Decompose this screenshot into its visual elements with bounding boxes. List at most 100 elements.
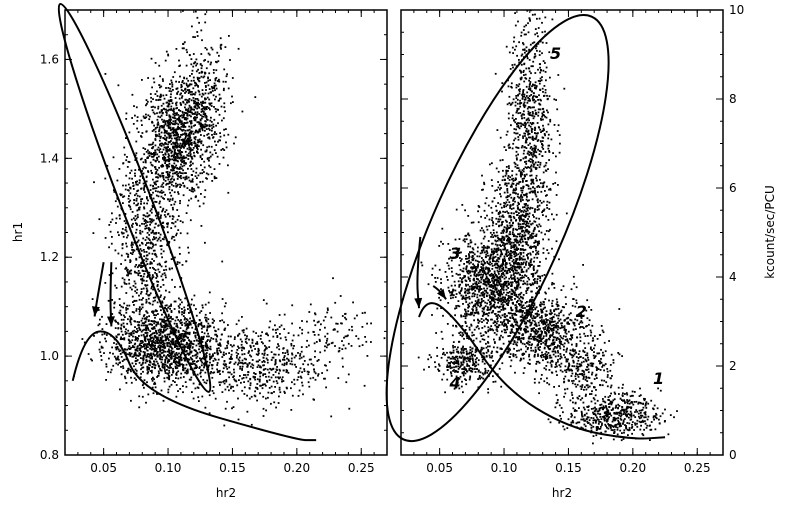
data-point <box>155 273 158 275</box>
data-point <box>185 82 188 85</box>
data-point <box>133 377 136 380</box>
data-point <box>180 151 182 154</box>
data-point <box>314 324 317 327</box>
data-point <box>207 127 210 130</box>
data-point <box>314 312 316 315</box>
data-point <box>150 163 153 166</box>
data-point <box>319 328 321 331</box>
data-point <box>544 16 547 19</box>
data-point <box>192 99 195 102</box>
data-point <box>113 306 116 309</box>
data-point <box>233 344 235 347</box>
data-point <box>546 185 548 188</box>
data-point <box>175 152 178 155</box>
data-point <box>191 178 194 181</box>
data-point <box>140 345 143 347</box>
data-point <box>176 157 178 159</box>
data-point <box>258 359 261 361</box>
data-point <box>131 241 133 244</box>
data-point <box>291 339 294 342</box>
data-point <box>122 318 125 321</box>
data-point <box>163 131 166 134</box>
data-point <box>162 112 164 114</box>
data-point <box>557 124 560 127</box>
data-point <box>145 328 147 331</box>
data-point <box>263 354 266 356</box>
data-point <box>508 51 511 54</box>
data-point <box>146 242 148 244</box>
data-point <box>297 395 300 397</box>
data-point <box>151 276 154 279</box>
data-point <box>169 198 172 201</box>
data-point <box>277 345 280 347</box>
data-point <box>183 160 185 163</box>
data-point <box>131 295 134 298</box>
data-point <box>145 317 147 320</box>
data-point <box>274 329 277 331</box>
data-point <box>130 272 132 275</box>
data-point <box>147 114 150 117</box>
data-point <box>153 268 155 270</box>
data-point <box>180 114 183 117</box>
data-point <box>515 86 518 89</box>
x-tick-label: 0.20 <box>283 461 310 475</box>
data-point <box>208 291 211 294</box>
data-point <box>195 344 198 347</box>
data-point <box>206 349 209 352</box>
data-point <box>149 242 152 245</box>
data-point <box>172 107 175 110</box>
data-point <box>153 237 156 240</box>
data-point <box>155 194 158 197</box>
data-point <box>529 82 531 85</box>
data-point <box>525 167 528 169</box>
data-point <box>154 151 156 154</box>
data-point <box>200 101 202 104</box>
data-point <box>209 361 211 364</box>
data-point <box>174 367 177 370</box>
data-point <box>149 223 151 226</box>
data-point <box>265 302 268 305</box>
data-point <box>525 130 527 132</box>
data-point <box>160 361 163 364</box>
data-point <box>168 157 170 160</box>
data-point <box>164 370 166 372</box>
data-point <box>192 87 195 90</box>
data-point <box>536 140 539 142</box>
data-point <box>224 327 227 330</box>
data-point <box>535 145 537 148</box>
data-point <box>164 152 167 155</box>
data-point <box>146 212 149 215</box>
data-point <box>285 369 288 371</box>
data-point <box>534 148 536 151</box>
data-point <box>186 187 189 189</box>
data-point <box>150 194 153 196</box>
data-point <box>274 363 276 366</box>
data-point <box>179 75 181 78</box>
data-point <box>166 376 169 379</box>
data-point <box>185 318 188 320</box>
data-point <box>174 346 177 348</box>
data-point <box>511 178 513 181</box>
data-point <box>172 89 174 91</box>
data-point <box>201 71 204 74</box>
data-point <box>163 318 165 321</box>
data-point <box>110 368 113 371</box>
data-point <box>182 10 184 12</box>
data-point <box>532 95 535 97</box>
data-point <box>513 40 515 43</box>
data-point <box>523 25 526 28</box>
data-point <box>161 320 163 323</box>
data-point <box>190 79 193 82</box>
data-point <box>143 206 145 209</box>
data-point <box>201 117 203 120</box>
data-point <box>557 74 560 76</box>
data-point <box>542 148 545 150</box>
data-point <box>188 347 191 349</box>
data-point <box>159 349 161 352</box>
data-point <box>129 347 132 350</box>
data-point <box>215 124 217 127</box>
data-point <box>164 160 167 163</box>
data-point <box>299 354 301 357</box>
data-point <box>494 266 497 269</box>
data-point <box>184 117 187 119</box>
